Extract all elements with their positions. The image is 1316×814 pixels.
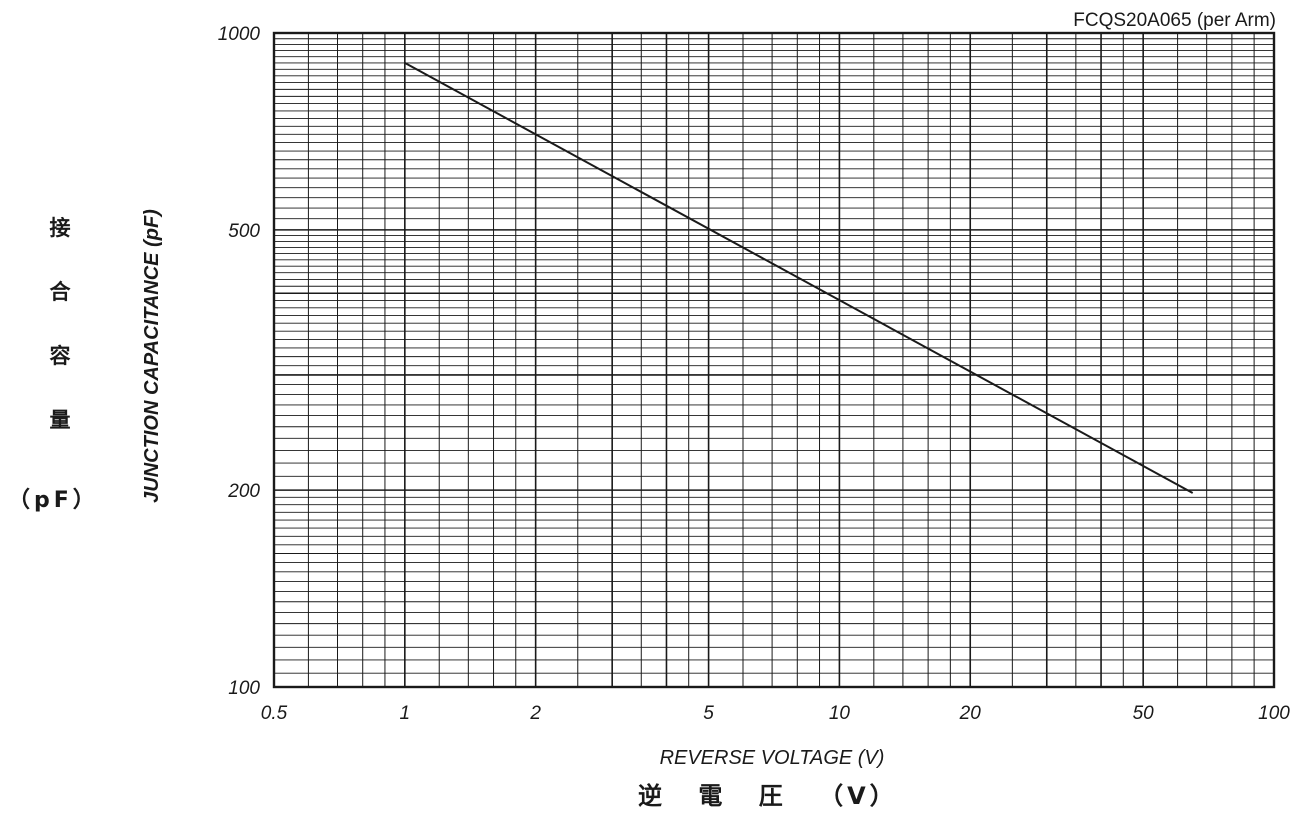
y-axis-label-jp: 接 合 容 量 bbox=[40, 196, 80, 452]
chart-title: FCQS20A065 (per Arm) bbox=[1073, 10, 1276, 31]
x-tick-label: 100 bbox=[1258, 703, 1290, 724]
x-axis-label-jp: 逆 電 圧 （V） bbox=[638, 782, 898, 810]
y-axis-label-jp-char: 容 bbox=[49, 344, 71, 368]
y-axis-unit-jp: （pF） bbox=[8, 488, 99, 513]
y-tick-label: 1000 bbox=[218, 24, 261, 45]
series-layer bbox=[404, 62, 1194, 494]
y-axis-label-jp-char: 合 bbox=[49, 280, 71, 304]
plot-frame bbox=[272, 31, 1276, 689]
x-tick-label: 50 bbox=[1133, 703, 1155, 724]
x-tick-label: 0.5 bbox=[261, 703, 288, 724]
y-axis-label-jp-char: 接 bbox=[49, 216, 71, 240]
series-line bbox=[404, 62, 1194, 494]
y-axis-label-jp-char: 量 bbox=[49, 408, 71, 432]
x-tick-label: 1 bbox=[400, 703, 411, 724]
x-tick-label: 20 bbox=[959, 703, 982, 724]
y-tick-labels: 100 200 500 1000 bbox=[218, 24, 261, 699]
y-axis-label: JUNCTION CAPACITANCE (pF) bbox=[141, 209, 163, 503]
x-tick-label: 5 bbox=[703, 703, 714, 724]
x-tick-labels: 0.5 1 2 5 10 20 50 100 bbox=[261, 703, 1290, 724]
x-axis-label: REVERSE VOLTAGE (V) bbox=[660, 747, 885, 769]
x-tick-label: 2 bbox=[529, 703, 541, 724]
y-tick-label: 200 bbox=[227, 481, 260, 502]
x-tick-label: 10 bbox=[829, 703, 851, 724]
y-tick-label: 100 bbox=[228, 678, 260, 699]
grid-lines bbox=[274, 33, 1274, 687]
y-tick-label: 500 bbox=[228, 221, 260, 242]
